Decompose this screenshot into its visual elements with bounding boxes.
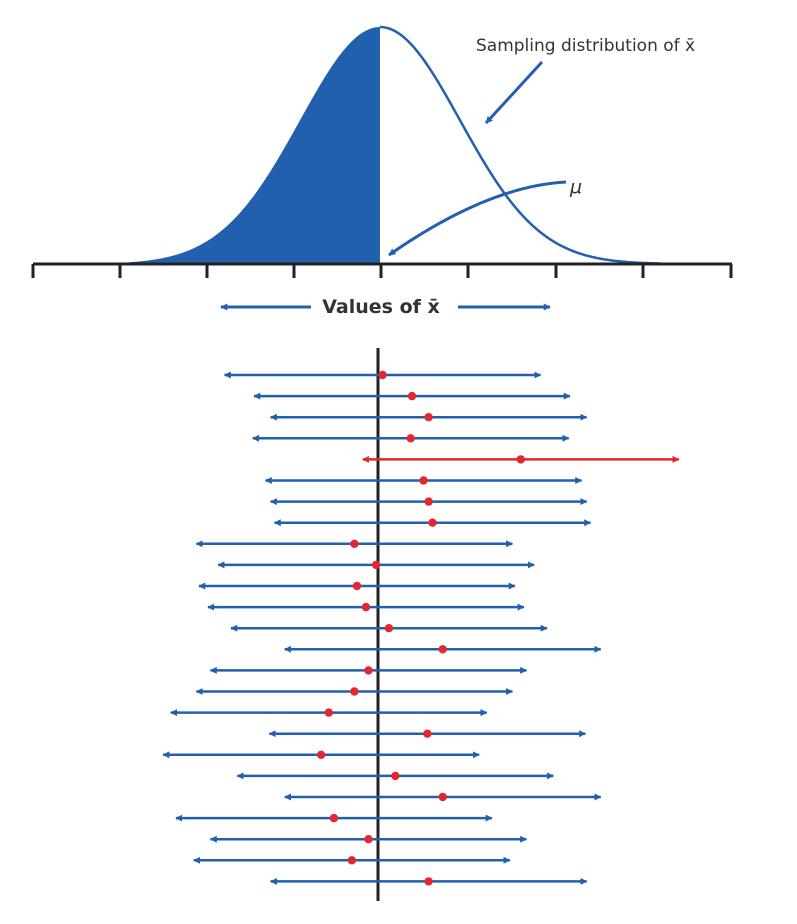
sample-mean-point <box>347 856 357 865</box>
confidence-intervals <box>162 370 680 886</box>
sample-mean-point <box>438 792 447 802</box>
confidence-interval <box>217 560 535 570</box>
sample-mean-point <box>423 729 432 738</box>
confidence-interval <box>269 413 588 422</box>
confidence-interval <box>230 624 548 633</box>
confidence-interval <box>193 856 511 865</box>
confidence-interval <box>170 708 488 717</box>
sample-mean-point <box>329 813 339 823</box>
sample-mean-point <box>350 687 359 696</box>
sample-mean-point <box>324 708 333 717</box>
sample-mean-point <box>424 877 433 886</box>
confidence-interval <box>209 835 528 844</box>
curve-label: Sampling distribution of x̄ <box>476 36 695 56</box>
confidence-interval <box>269 497 588 506</box>
confidence-interval <box>253 391 571 401</box>
confidence-interval <box>269 877 588 886</box>
sample-mean-point <box>424 497 433 506</box>
sample-mean-point <box>407 391 417 401</box>
confidence-interval <box>195 539 514 548</box>
confidence-interval <box>195 687 514 696</box>
confidence-interval <box>198 581 516 591</box>
confidence-interval <box>273 518 592 527</box>
sample-mean-point <box>361 602 371 612</box>
curve-pointer-arrow <box>484 60 544 125</box>
mu-pointer-arrow <box>388 180 567 257</box>
axis-ticks <box>31 264 733 278</box>
confidence-interval <box>284 792 602 802</box>
confidence-interval <box>362 455 680 464</box>
sample-mean-point <box>428 518 437 527</box>
confidence-interval <box>162 750 480 759</box>
sample-mean-point <box>350 539 359 548</box>
confidence-interval <box>223 370 542 380</box>
sample-mean-point <box>352 581 362 591</box>
confidence-interval <box>268 729 587 738</box>
mu-label: μ <box>569 176 582 198</box>
sample-mean-point <box>424 413 433 422</box>
confidence-interval <box>236 771 555 781</box>
sample-mean-point <box>419 476 428 485</box>
sample-mean-point <box>378 370 387 380</box>
sample-mean-point <box>406 434 415 443</box>
axis-title: Values of x̄ <box>322 296 440 318</box>
confidence-interval <box>284 645 602 654</box>
sample-mean-point <box>391 771 400 781</box>
confidence-interval <box>264 476 583 485</box>
sample-mean-point <box>516 455 525 464</box>
confidence-interval <box>209 666 528 675</box>
sampling-distribution-curve <box>379 25 661 265</box>
sample-mean-point <box>364 666 373 675</box>
shaded-left-half <box>100 27 380 264</box>
confidence-interval <box>175 813 493 823</box>
confidence-interval <box>207 602 525 612</box>
sample-mean-point <box>384 624 394 633</box>
sample-mean-point <box>371 560 381 570</box>
confidence-interval <box>252 434 570 443</box>
sample-mean-point <box>316 750 326 759</box>
sample-mean-point <box>438 645 447 654</box>
sample-mean-point <box>364 835 373 844</box>
